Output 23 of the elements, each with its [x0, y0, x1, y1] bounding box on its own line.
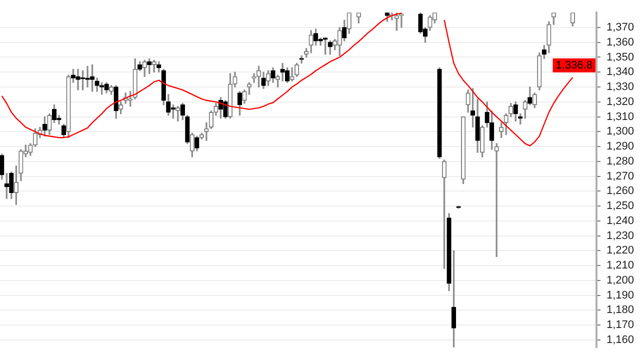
y-tick-label: 1,370 — [606, 22, 634, 34]
y-tick-label: 1,350 — [606, 51, 634, 64]
y-tick-label: 1,210 — [606, 260, 634, 272]
y-tick-label: 1,270 — [606, 170, 634, 182]
y-tick-label: 1,200 — [606, 274, 634, 286]
y-tick-label: 1,290 — [606, 140, 634, 153]
y-tick-label: 1,280 — [606, 155, 634, 168]
y-tick-label: 1,190 — [606, 289, 634, 302]
y-tick-label: 1,240 — [606, 214, 634, 227]
y-tick-label: 1,360 — [606, 36, 634, 48]
y-tick-label: 1,340 — [606, 66, 634, 78]
y-tick-label: 1,180 — [606, 304, 634, 316]
y-tick-label: 1,220 — [606, 244, 634, 257]
y-tick-label: 1,310 — [606, 110, 634, 123]
y-tick-label: 1,170 — [606, 319, 634, 332]
annotation: 1,336.8 — [556, 59, 592, 72]
y-tick-label: 1,230 — [606, 230, 634, 242]
y-tick-label: 1,320 — [606, 96, 634, 108]
y-tick-label: 1,330 — [606, 81, 634, 94]
y-tick-label: 1,250 — [606, 200, 634, 212]
y-tick-label: 1,160 — [606, 334, 634, 346]
y-tick-label: 1,260 — [606, 185, 634, 198]
y-tick-label: 1,300 — [606, 126, 634, 138]
